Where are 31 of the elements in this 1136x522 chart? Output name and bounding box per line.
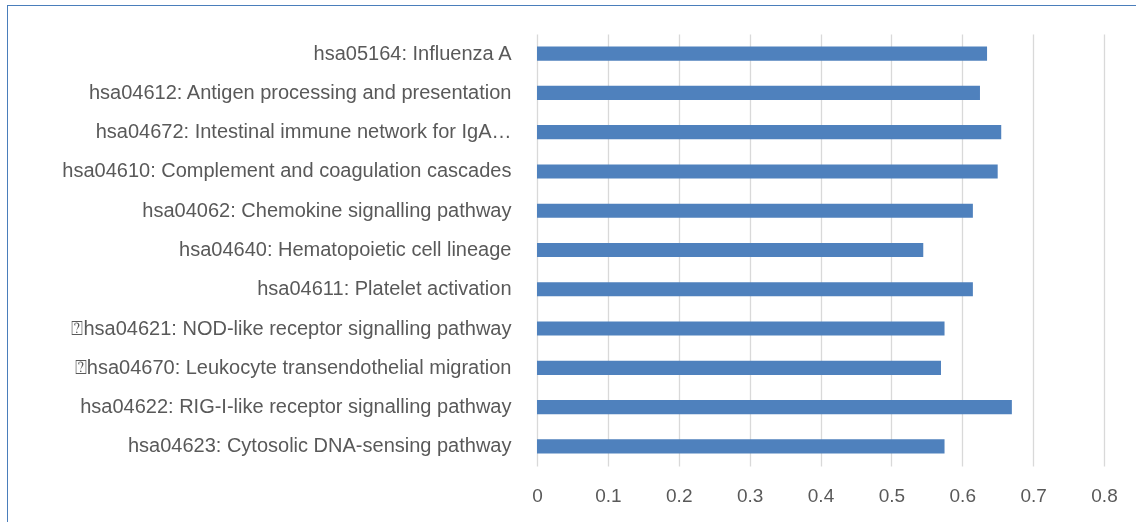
bar — [537, 242, 924, 258]
x-tick-label: 0.3 — [736, 484, 764, 506]
y-tick-label: hsa04640: Hematopoietic cell lineage — [179, 238, 512, 260]
bar — [537, 321, 945, 336]
bar — [537, 164, 998, 179]
x-tick-label: 0.5 — [878, 484, 906, 506]
x-tick-label: 0.8 — [1091, 484, 1118, 506]
y-tick-label: hsa04623: Cytosolic DNA-sensing pathway — [127, 434, 512, 457]
y-tick-label: hsa04062: Chemokine signalling pathway — [142, 198, 512, 221]
x-tick-label: 0.6 — [949, 484, 976, 506]
y-tick-label: hsa04612: Antigen processing and presentation — [88, 80, 512, 103]
y-tick-label: hsa04622: RIG-I-like receptor signalling pathway — [80, 395, 512, 418]
y-tick-label: ⍰hsa04621: NOD-like receptor signalling pathway — [71, 316, 512, 339]
x-tick-label: 0.7 — [1020, 484, 1047, 506]
y-tick-label: ⍰hsa04670: Leukocyte transendothelial migration — [74, 355, 512, 378]
bar — [537, 125, 1002, 140]
bar — [537, 46, 988, 61]
bar — [537, 439, 945, 454]
y-tick-label: hsa04672: Intestinal immune network for IgA… — [95, 120, 512, 143]
y-tick-label: hsa04610: Complement and coagulation cascades — [62, 159, 512, 182]
x-tick-label: 0.4 — [807, 484, 835, 506]
x-tick-label: 0.2 — [666, 484, 693, 506]
bar — [537, 85, 980, 100]
x-tick-label: 0.1 — [595, 484, 622, 506]
bar — [537, 360, 941, 375]
x-tick-label: 0 — [532, 484, 543, 506]
bar — [537, 400, 1012, 415]
bar — [537, 203, 973, 218]
y-tick-label: hsa05164: Influenza A — [313, 41, 513, 64]
y-tick-label: hsa04611: Platelet activation — [257, 277, 512, 300]
bar — [537, 282, 973, 297]
